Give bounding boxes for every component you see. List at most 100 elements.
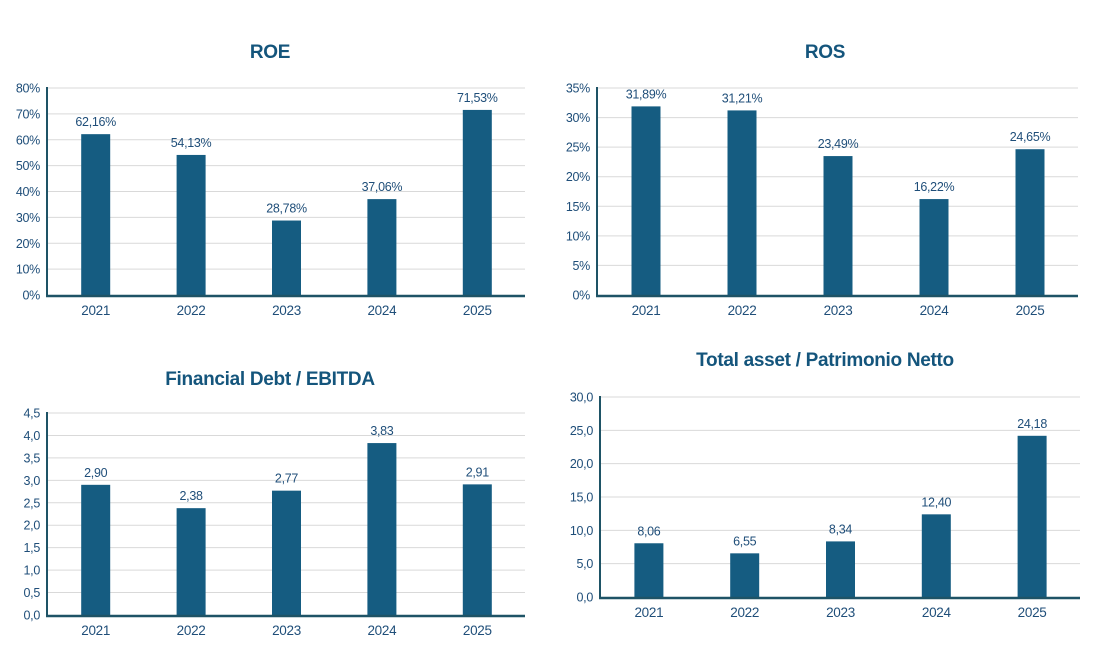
y-tick-label: 0% <box>23 289 41 303</box>
bar <box>462 109 492 295</box>
y-tick-label: 10% <box>16 263 40 277</box>
bar <box>176 154 206 295</box>
financial-debt-ebitda-plot-area: 0,0 0,5 1,0 1,5 2,0 2,5 3,0 3,5 4,0 4,5 2,90 2021 2,… <box>24 407 525 638</box>
y-tick-label: 70% <box>16 107 40 121</box>
total-asset-patrimonio-netto-chart: Total asset / Patrimonio Netto 0,0 5,0 10,… <box>550 348 1100 640</box>
total-asset-patrimonio-netto-plot-area: 0,0 5,0 10,0 15,0 20,0 25,0 30,0 8,06 2021 6,55 20… <box>570 391 1080 620</box>
y-tick-label: 0,5 <box>24 586 41 600</box>
x-tick-label: 2023 <box>824 303 853 318</box>
total-asset-patrimonio-netto-chart-title: Total asset / Patrimonio Netto <box>696 350 954 371</box>
y-tick-label: 2,5 <box>24 496 41 510</box>
x-tick-label: 2021 <box>81 303 110 318</box>
bar-value-label: 54,13% <box>171 136 212 150</box>
bar <box>730 553 760 597</box>
y-tick-label: 60% <box>16 133 40 147</box>
bar-value-label: 24,65% <box>1010 130 1051 144</box>
y-tick-label: 10,0 <box>570 524 593 538</box>
x-tick-label: 2025 <box>463 623 492 638</box>
bar-value-label: 31,21% <box>722 91 763 105</box>
bar-value-label: 16,22% <box>914 180 955 194</box>
bar <box>919 199 949 295</box>
y-tick-label: 0% <box>573 289 591 303</box>
y-tick-label: 20,0 <box>570 457 593 471</box>
bar-value-label: 62,16% <box>75 115 116 129</box>
y-tick-label: 15,0 <box>570 491 593 505</box>
x-tick-label: 2025 <box>1016 303 1045 318</box>
bar <box>921 514 951 597</box>
bar <box>727 110 757 295</box>
bar <box>81 484 111 615</box>
financial-debt-ebitda-chart: Financial Debt / EBITDA 0,0 0,5 1,0 1,5 2,0 2… <box>0 365 540 665</box>
x-tick-label: 2024 <box>367 623 397 638</box>
y-tick-label: 3,5 <box>24 451 41 465</box>
bar-value-label: 37,06% <box>362 180 403 194</box>
x-tick-label: 2021 <box>634 605 663 620</box>
bar <box>823 156 853 295</box>
y-tick-label: 4,0 <box>24 429 41 443</box>
x-tick-label: 2025 <box>1018 605 1047 620</box>
x-tick-label: 2022 <box>730 605 759 620</box>
bar-value-label: 2,91 <box>466 465 489 479</box>
y-tick-label: 25% <box>566 141 590 155</box>
y-tick-label: 1,0 <box>24 564 41 578</box>
bar-value-label: 71,53% <box>457 91 498 105</box>
bar <box>272 220 301 295</box>
bar <box>631 106 661 295</box>
y-tick-label: 30% <box>566 111 590 125</box>
ros-chart-title: ROS <box>804 42 846 63</box>
y-tick-label: 2,0 <box>24 519 41 533</box>
x-tick-label: 2021 <box>632 303 661 318</box>
x-tick-label: 2024 <box>367 303 397 318</box>
y-tick-label: 50% <box>16 159 40 173</box>
bar <box>462 484 492 615</box>
bar-value-label: 3,83 <box>370 424 393 438</box>
bar <box>176 508 206 615</box>
bar-value-label: 2,77 <box>275 472 298 486</box>
y-tick-label: 3,0 <box>24 474 41 488</box>
y-tick-label: 25,0 <box>570 424 593 438</box>
x-tick-label: 2022 <box>728 303 757 318</box>
y-tick-label: 40% <box>16 185 40 199</box>
y-tick-label: 1,5 <box>24 541 41 555</box>
y-tick-label: 0,0 <box>577 591 594 605</box>
x-tick-label: 2021 <box>81 623 110 638</box>
y-tick-label: 30% <box>16 211 40 225</box>
bar-value-label: 6,55 <box>733 534 756 548</box>
bar <box>1017 435 1047 597</box>
bar <box>1015 149 1045 295</box>
y-tick-label: 5% <box>573 259 591 273</box>
roe-plot-area: 0% 10% 20% 30% 40% 50% 60% 70% 80% 62,16% 2021 54,1… <box>16 82 525 318</box>
x-tick-label: 2024 <box>922 605 952 620</box>
bar-value-label: 8,34 <box>829 522 852 536</box>
y-tick-label: 20% <box>16 237 40 251</box>
roe-chart-title: ROE <box>249 42 291 63</box>
x-tick-label: 2023 <box>272 303 301 318</box>
ros-plot-area: 0% 5% 10% 15% 20% 25% 30% 35% 31,89% 2021 31,21% 20… <box>566 82 1078 318</box>
x-tick-label: 2023 <box>826 605 855 620</box>
roe-chart: ROE 0% 10% 20% 30% 40% 50% 60% 70% 80% 62,16% 2021… <box>0 38 540 340</box>
bar <box>367 443 397 615</box>
y-tick-label: 35% <box>566 82 590 96</box>
bar <box>826 541 855 597</box>
x-tick-label: 2023 <box>272 623 301 638</box>
y-tick-label: 5,0 <box>577 557 594 571</box>
bar <box>634 543 664 597</box>
bar-value-label: 23,49% <box>818 137 859 151</box>
y-tick-label: 4,5 <box>24 407 41 421</box>
y-tick-label: 15% <box>566 200 590 214</box>
bar-value-label: 8,06 <box>637 524 660 538</box>
bar <box>272 490 301 615</box>
y-tick-label: 20% <box>566 170 590 184</box>
bar-value-label: 2,38 <box>180 489 203 503</box>
x-tick-label: 2022 <box>177 303 206 318</box>
bar <box>81 134 111 295</box>
y-tick-label: 0,0 <box>24 609 41 623</box>
financial-debt-ebitda-chart-title: Financial Debt / EBITDA <box>165 369 375 390</box>
bar <box>367 199 397 295</box>
y-tick-label: 30,0 <box>570 391 593 405</box>
bar-value-label: 24,18 <box>1017 417 1047 431</box>
y-tick-label: 10% <box>566 229 590 243</box>
bar-value-label: 12,40 <box>921 495 951 509</box>
bar-value-label: 2,90 <box>84 466 107 480</box>
